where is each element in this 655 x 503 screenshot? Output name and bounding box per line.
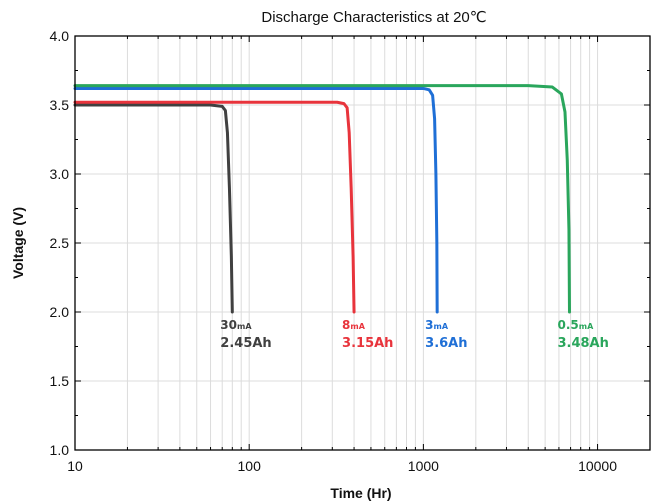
x-tick-label: 10000 (578, 458, 617, 474)
series-line (73, 84, 571, 314)
x-tick-label: 100 (238, 458, 262, 474)
y-tick-label: 1.5 (50, 373, 70, 389)
y-tick-label: 2.5 (50, 235, 70, 251)
tick-labels: 10 100 1000 10000 1.0 1.5 2.0 2.5 3.0 3.5 4.0 (50, 28, 618, 474)
x-axis-label: Time (Hr) (330, 485, 391, 501)
series-capacity-label: 3.15Ah (342, 336, 393, 351)
x-tick-label: 1000 (408, 458, 439, 474)
series-current-label: 3mA (425, 318, 449, 332)
series-capacity-label: 2.45Ah (220, 336, 271, 351)
series-annotations: 30mA 2.45Ah 8mA 3.15Ah 3mA 3.6Ah 0.5mA 3.48Ah (220, 318, 609, 351)
series-line (73, 100, 356, 314)
series-line (73, 86, 439, 314)
y-tick-label: 4.0 (50, 28, 70, 44)
chart-title: Discharge Characteristics at 20℃ (261, 9, 486, 26)
series-capacity-label: 3.48Ah (557, 336, 608, 351)
series-current-label: 0.5mA (557, 318, 594, 332)
x-tick-label: 10 (67, 458, 83, 474)
y-axis-label: Voltage (V) (10, 207, 26, 279)
series-line (73, 103, 234, 314)
series-capacity-label: 3.6Ah (425, 336, 467, 351)
y-tick-label: 1.0 (50, 442, 70, 458)
plot-frame (74, 35, 651, 451)
series-current-label: 8mA (342, 318, 366, 332)
series-lines (73, 84, 571, 314)
y-tick-label: 2.0 (50, 304, 70, 320)
series-current-label: 30mA (220, 318, 252, 332)
y-tick-label: 3.0 (50, 166, 70, 182)
y-tick-label: 3.5 (50, 97, 70, 113)
